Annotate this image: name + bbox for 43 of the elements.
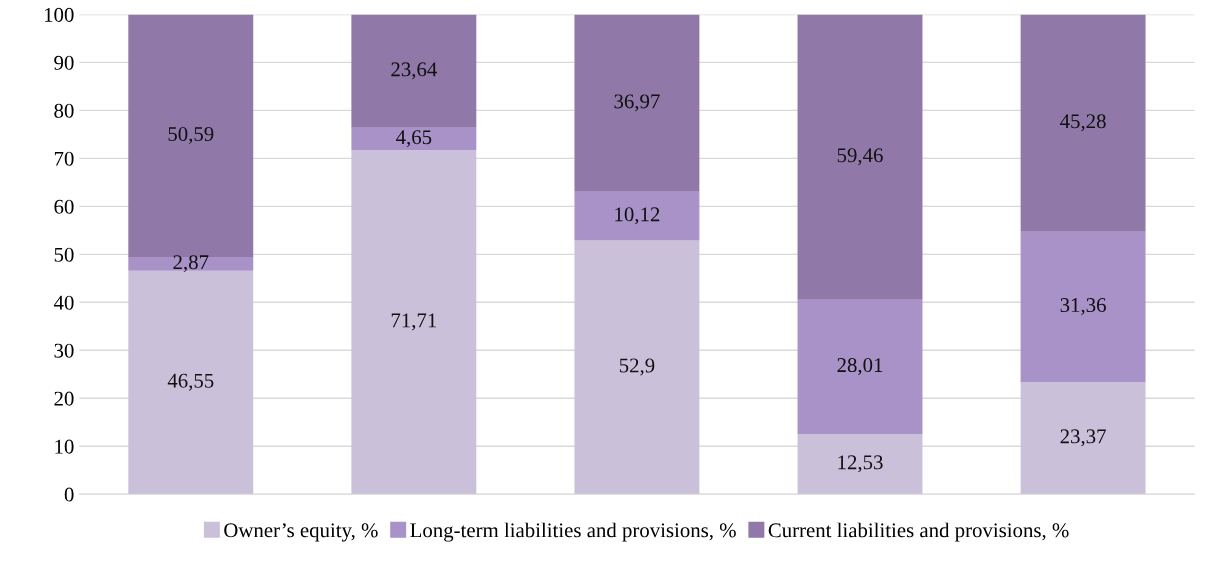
y-tick-label: 60 [54, 199, 74, 214]
bar [351, 127, 477, 151]
bar [574, 14, 700, 192]
bar [128, 270, 254, 495]
bar [1020, 382, 1146, 495]
y-tick-label: 10 [55, 439, 74, 454]
data-label: 50,59 [168, 126, 214, 144]
data-label: 10,12 [615, 207, 660, 225]
bar [1020, 14, 1146, 232]
y-tick-label: 50 [54, 247, 74, 262]
y-tick-label: 40 [53, 295, 74, 310]
y-tick-label: 80 [54, 103, 74, 118]
y-tick-label: 90 [54, 55, 74, 70]
data-label: 23,64 [391, 62, 437, 80]
bar [574, 240, 700, 495]
data-label: 12,53 [838, 455, 883, 473]
bar [797, 299, 923, 435]
y-tick-label: 0 [64, 487, 74, 502]
data-label: 36,97 [614, 94, 660, 112]
data-label: 71,71 [391, 313, 437, 331]
bar [797, 434, 923, 495]
y-tick-label: 100 [44, 7, 74, 22]
data-label: 52,9 [619, 358, 655, 376]
y-tick-label: 70 [54, 151, 74, 166]
bar [128, 257, 254, 271]
bar [797, 14, 923, 300]
bar [574, 191, 700, 241]
y-tick-label: 20 [54, 391, 74, 406]
data-label: 28,01 [837, 358, 883, 376]
legend-label: Long-term liabilities and provisions, % [410, 522, 736, 542]
data-label: 59,46 [837, 148, 883, 166]
bar [351, 14, 477, 128]
data-label: 2,87 [173, 255, 209, 273]
data-label: 4,65 [396, 130, 432, 148]
legend-label: Current liabilities and provisions, % [768, 522, 1069, 542]
data-label: 45,28 [1060, 114, 1106, 132]
legend-label: Owner’s equity, % [224, 523, 378, 542]
y-tick-label: 30 [54, 343, 74, 358]
bar [351, 150, 477, 495]
data-label: 46,55 [167, 373, 214, 391]
data-label: 23,37 [1060, 429, 1106, 447]
bar [1020, 231, 1146, 383]
data-label: 31,36 [1060, 298, 1106, 316]
